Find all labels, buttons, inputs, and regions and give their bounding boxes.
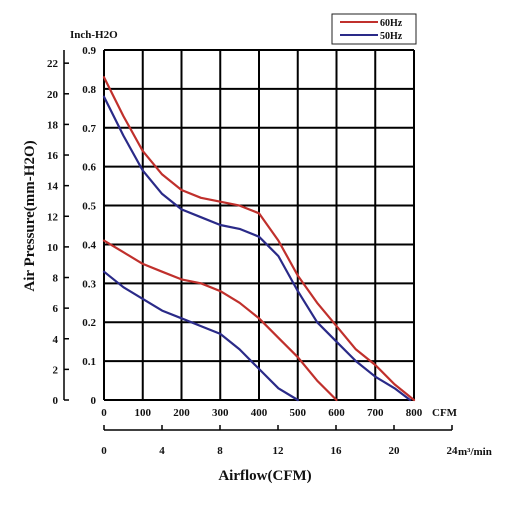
legend-box: [331, 13, 417, 45]
y-tick-label-inch: 0.5: [82, 201, 96, 213]
x-tick-label-cfm: 800: [406, 407, 423, 419]
y-tick-label-inch: 0.8: [82, 84, 96, 96]
y-tick-label-inch: 0.9: [82, 45, 96, 57]
y-tick-label-inch: 0.6: [82, 162, 96, 174]
x-tick-label-cfm: 700: [367, 407, 384, 419]
x-tick-label-cfm: 200: [173, 407, 190, 419]
curves: [102, 76, 416, 402]
x2-tick-label: 0: [101, 445, 107, 457]
y-tick-label-mm: 12: [47, 211, 59, 223]
y-tick-label-mm: 0: [53, 395, 59, 407]
y-tick-label-mm: 22: [47, 58, 59, 70]
x2-tick-label: 24: [447, 445, 459, 457]
y-axis-title: Air Pressure(mm-H2O): [22, 140, 38, 291]
x-tick-label-cfm: 500: [290, 407, 307, 419]
y-tick-label-mm: 6: [53, 303, 59, 315]
y2-axis-label: Inch-H2O: [70, 29, 118, 41]
curve-50hz-2: [102, 270, 299, 402]
y-tick-label-inch: 0.3: [82, 278, 96, 290]
y-tick-label-mm: 4: [53, 334, 59, 346]
y-tick-label-inch: 0: [91, 395, 97, 407]
x-tick-label-cfm: 300: [212, 407, 229, 419]
x-tick-label-cfm: 600: [328, 407, 345, 419]
x2-tick-label: 8: [217, 445, 223, 457]
y-tick-label-inch: 0.7: [82, 123, 96, 135]
grid: [103, 49, 415, 401]
x-tick-label-cfm: 100: [135, 407, 152, 419]
x2-tick-label: 20: [389, 445, 401, 457]
y-tick-label-mm: 8: [53, 273, 59, 285]
x2-tick-label: 16: [331, 445, 343, 457]
x2-tick-label: 12: [273, 445, 285, 457]
y-tick-label-mm: 16: [47, 150, 59, 162]
y-tick-label-inch: 0.2: [82, 317, 96, 329]
axes: 00.10.20.30.40.50.60.70.80.9024681012141…: [47, 45, 458, 457]
y-tick-label-mm: 18: [47, 119, 59, 131]
y-tick-label-mm: 10: [47, 242, 59, 254]
y-tick-label-inch: 0.1: [82, 356, 96, 368]
legend-label-50hz: 50Hz: [380, 31, 403, 42]
curve-60hz-2: [102, 239, 338, 402]
y-tick-label-inch: 0.4: [82, 239, 96, 251]
legend: 60Hz 50Hz: [331, 13, 417, 45]
y-tick-label-mm: 2: [53, 364, 59, 376]
x2-tick-label: 4: [159, 445, 165, 457]
y-tick-label-mm: 14: [47, 181, 59, 193]
x-axis-title: Airflow(CFM): [218, 468, 311, 484]
curve-60hz-1: [102, 76, 416, 402]
y-tick-label-mm: 20: [47, 89, 59, 101]
x2-unit-label: m³/min: [458, 446, 492, 458]
legend-label-60hz: 60Hz: [380, 18, 403, 29]
x-tick-label-cfm: 0: [101, 407, 107, 419]
x-unit-label: CFM: [432, 407, 458, 419]
x-tick-label-cfm: 400: [251, 407, 268, 419]
curve-50hz-1: [102, 95, 412, 402]
